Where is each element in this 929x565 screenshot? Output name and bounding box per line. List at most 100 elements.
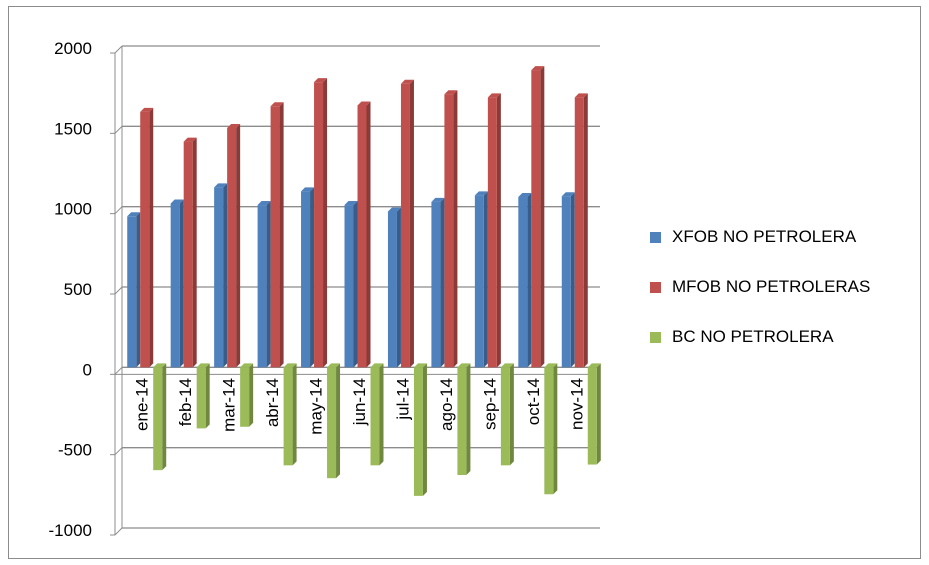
bar-side-mfob [496,93,501,368]
bar-mfob [400,83,410,368]
gridline-depth [114,45,123,54]
bar-mfob [227,127,237,368]
bar-top-mfob [574,93,588,98]
legend-swatch-mfob [650,281,661,293]
y-tick-label: 1000 [54,200,92,219]
bar-top-mfob [183,137,197,142]
bar-side-bc [553,363,558,495]
bar-top-xfob [474,191,488,196]
bar-side-xfob [440,197,445,368]
bar-side-mfob [236,123,241,368]
bar-top-bc [196,363,210,368]
bar-xfob [257,205,267,368]
bar-top-bc [500,363,514,368]
y-tick-label: 1500 [54,119,92,138]
bar-bc [413,367,423,496]
bar-bc [283,367,293,466]
bar-top-mfob [400,79,414,84]
bar-side-xfob [570,192,575,368]
bar-top-bc [587,363,601,368]
bar-side-xfob [179,199,184,368]
bar-mfob [444,94,454,368]
bar-top-bc [413,363,427,368]
bar-bc [587,367,597,465]
bar-bc [196,367,206,429]
bar-xfob [301,191,311,368]
bar-top-xfob [431,197,445,202]
bar-side-xfob [223,183,228,368]
y-tick-label: 500 [64,280,92,299]
bar-bc [370,367,380,466]
bar-top-bc [240,363,254,368]
bar-side-bc [422,363,427,496]
bar-mfob [574,97,584,368]
gridline-depth [114,527,123,536]
y-tick-label: -1000 [49,521,92,540]
bar-side-bc [466,363,471,475]
bar-top-xfob [344,201,358,206]
bar-side-mfob [323,78,328,368]
gridline-depth [114,286,123,295]
bar-xfob [214,187,224,368]
bar-side-mfob [583,93,588,368]
x-category-label: mar-14 [220,378,239,432]
bar-top-mfob [270,102,284,107]
bar-top-mfob [487,93,501,98]
bar-top-xfob [127,212,141,217]
bar-top-mfob [227,123,241,128]
bar-top-bc [327,363,341,368]
x-category-label: ago-14 [437,378,456,431]
bar-side-xfob [310,187,315,368]
bar-xfob [344,205,354,368]
bar-top-bc [153,363,167,368]
x-axis-labels: ene-14 feb-14 mar-14 abr-14 may-14 jun-14 jul-… [133,378,587,435]
bar-mfob [270,106,280,368]
bar-mfob [357,105,367,368]
bar-top-bc [283,363,297,368]
bar-mfob [140,111,150,368]
y-axis-ticks: 2000 1500 1000 500 0 -500 -1000 [49,39,92,540]
bar-side-bc [596,363,601,465]
x-category-label: nov-14 [567,378,586,430]
bar-bc [500,367,510,466]
bar-xfob [431,201,441,368]
y-tick-label: 0 [83,360,92,379]
legend-swatch-xfob [650,231,661,243]
bar-top-mfob [314,78,328,83]
bar-side-xfob [353,201,358,368]
x-category-label: oct-14 [524,378,543,425]
bar-xfob [170,203,180,368]
bar-mfob [487,97,497,368]
x-category-label: may-14 [307,378,326,435]
legend-item-bc: BC NO PETROLERA [650,325,870,349]
x-category-label: feb-14 [176,378,195,426]
bar-side-xfob [136,212,141,368]
bar-top-xfob [518,193,532,198]
gridline-depth [114,447,123,456]
bar-xfob [387,211,397,368]
bar-top-xfob [170,199,184,204]
legend-item-mfob: MFOB NO PETROLERAS [650,275,870,299]
bar-mfob [531,70,541,368]
bar-top-mfob [357,101,371,106]
bars [127,66,601,496]
bar-top-xfob [561,192,575,197]
bar-side-xfob [266,201,271,368]
bar-top-mfob [531,66,545,71]
legend-label-bc: BC NO PETROLERA [672,327,834,346]
gridline-depth [114,366,123,375]
bar-side-bc [162,363,167,471]
bar-side-bc [292,363,297,466]
x-category-label: sep-14 [480,378,499,430]
bar-side-bc [205,363,210,429]
bar-bc [457,367,467,475]
legend-label-mfob: MFOB NO PETROLERAS [672,277,871,296]
bar-top-mfob [140,107,154,112]
bar-side-bc [379,363,384,466]
bar-side-bc [249,363,254,427]
legend-swatch-bc [650,331,661,343]
x-category-label: ene-14 [133,378,152,431]
bar-side-xfob [527,193,532,368]
bar-top-xfob [257,201,271,206]
